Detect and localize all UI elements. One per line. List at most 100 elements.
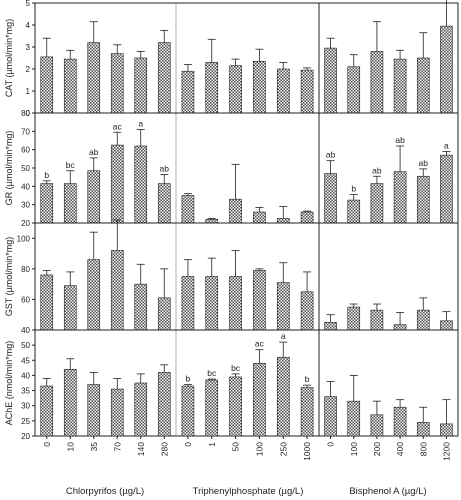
bar xyxy=(253,60,266,114)
bar xyxy=(40,56,54,114)
bar xyxy=(253,211,266,224)
y-tick-label: 5 xyxy=(26,0,31,8)
bar xyxy=(393,58,407,114)
bar xyxy=(416,309,430,331)
y-tick-label: 70 xyxy=(21,127,30,136)
bar xyxy=(181,276,195,331)
bar xyxy=(347,199,361,224)
bar xyxy=(347,400,361,437)
x-tick-label: 1000 xyxy=(302,442,312,461)
bar xyxy=(276,218,290,224)
bar xyxy=(87,170,101,224)
bar xyxy=(157,372,171,437)
bar xyxy=(300,291,314,331)
significance-letter: b xyxy=(305,374,310,384)
bar xyxy=(416,422,430,437)
y-tick-label: 80 xyxy=(21,265,30,274)
bar xyxy=(205,62,219,114)
y-tick-label: 0 xyxy=(26,109,31,118)
significance-letter: a xyxy=(281,331,286,341)
x-tick-label: 100 xyxy=(254,442,264,456)
y-tick-label: 40 xyxy=(21,182,30,191)
bar xyxy=(63,369,77,437)
x-group-label-chlorpyrifos: Chlorpyrifos (µg/L) xyxy=(66,486,144,497)
bar xyxy=(393,171,407,224)
dividers xyxy=(175,3,320,436)
x-tick-label: 35 xyxy=(89,442,99,452)
y-tick-label: 45 xyxy=(21,356,30,365)
bar xyxy=(324,396,337,437)
bar xyxy=(440,423,453,437)
significance-letter: ac xyxy=(255,339,265,349)
bar xyxy=(253,270,266,331)
bar xyxy=(440,154,453,224)
significance-letter: bc xyxy=(231,363,241,373)
bar xyxy=(134,145,148,224)
y-tick-label: 35 xyxy=(21,387,30,396)
y-tick-label: 60 xyxy=(21,146,30,155)
bar xyxy=(181,195,195,224)
bar xyxy=(181,70,195,114)
significance-letter: ab xyxy=(89,147,99,157)
panel-frame xyxy=(34,329,459,437)
bar xyxy=(134,57,148,114)
x-tick-labels: 0 10 35 70 140 280 0 1 50 100 250 1000 0 100 200 400 800… xyxy=(42,436,451,461)
bar xyxy=(324,173,337,224)
y-tick-label: 1 xyxy=(26,87,31,96)
y-tick-label: 50 xyxy=(21,341,30,350)
bar xyxy=(229,376,242,437)
bar xyxy=(40,274,54,331)
x-tick-label: 200 xyxy=(372,442,382,456)
significance-letter: bc xyxy=(66,160,76,170)
x-tick-label: 10 xyxy=(65,442,75,452)
bar xyxy=(276,68,290,114)
bar xyxy=(276,282,290,331)
bar xyxy=(416,57,430,114)
panel-1: 0 1 2 3 4 5 CAT (µmol/min*mg) xyxy=(4,0,459,118)
y-axis-label: AChE (nmol/min*mg) xyxy=(4,341,14,426)
y-axis-label: GST (µmol/min*mg) xyxy=(4,237,14,317)
x-tick-label: 1 xyxy=(207,442,217,447)
x-tick-label: 400 xyxy=(395,442,405,456)
y-tick-label: 4 xyxy=(26,21,31,30)
panel-4: 20 25 30 35 40 45 50 AChE (nmol/min*mg) b bc bc ac a… xyxy=(4,329,459,441)
bar xyxy=(134,283,148,331)
bar xyxy=(300,69,314,114)
significance-letter: a xyxy=(138,119,143,129)
bar xyxy=(157,183,171,224)
significance-letter: ab xyxy=(372,165,382,175)
x-tick-label: 0 xyxy=(183,442,193,447)
y-tick-label: 20 xyxy=(21,219,30,228)
x-tick-label: 50 xyxy=(231,442,241,452)
bar xyxy=(347,66,361,114)
y-tick-label: 100 xyxy=(17,234,31,243)
x-tick-label: 140 xyxy=(136,442,146,456)
bar xyxy=(110,144,124,224)
bar xyxy=(393,324,407,331)
bar xyxy=(110,388,124,437)
bar xyxy=(370,183,384,224)
y-tick-label: 25 xyxy=(21,417,30,426)
bar xyxy=(416,175,430,224)
bar xyxy=(253,363,266,437)
bar xyxy=(300,387,314,437)
y-tick-label: 80 xyxy=(21,109,30,118)
bar xyxy=(370,309,384,331)
significance-letter: ab xyxy=(326,150,336,160)
bar xyxy=(205,276,219,331)
bar xyxy=(157,42,171,114)
bar xyxy=(63,58,77,114)
x-group-labels: Chlorpyrifos (µg/L) Triphenylphosphate (… xyxy=(66,486,427,497)
y-tick-label: 3 xyxy=(26,43,31,52)
bar xyxy=(440,320,453,331)
bar xyxy=(370,51,384,114)
significance-letter: b xyxy=(186,374,191,384)
significance-letter: a xyxy=(444,141,449,151)
significance-letter: b xyxy=(44,170,49,180)
significance-letter: ab xyxy=(160,163,170,173)
y-tick-label: 30 xyxy=(21,201,30,210)
bar xyxy=(324,47,337,114)
bar xyxy=(300,211,314,224)
